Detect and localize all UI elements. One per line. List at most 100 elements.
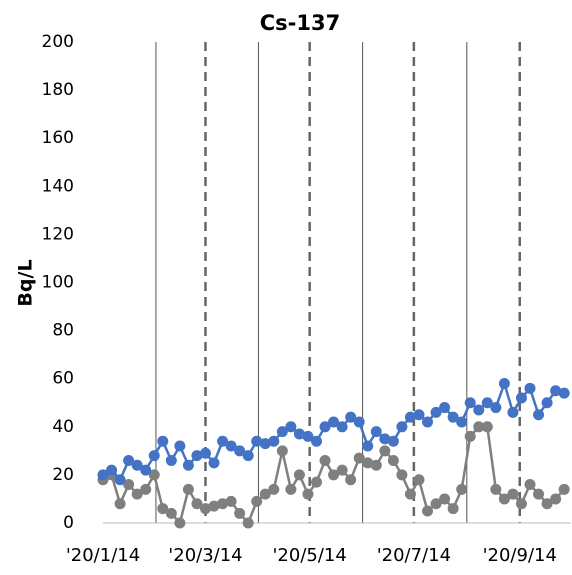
- point: [140, 483, 152, 495]
- point: [251, 435, 263, 447]
- point: [336, 464, 348, 476]
- x-tick-label: '20/9/14: [483, 545, 557, 566]
- point: [558, 387, 570, 399]
- point: [387, 454, 399, 466]
- point: [157, 503, 169, 515]
- point: [515, 392, 527, 404]
- point: [515, 498, 527, 510]
- point: [106, 464, 118, 476]
- y-tick-label: 60: [52, 369, 74, 389]
- point: [362, 457, 374, 469]
- point: [268, 483, 280, 495]
- point: [353, 416, 365, 428]
- point: [464, 430, 476, 442]
- point: [165, 507, 177, 519]
- point: [123, 479, 135, 491]
- point: [319, 454, 331, 466]
- point: [387, 435, 399, 447]
- x-tick-label: '20/1/14: [66, 545, 140, 566]
- point: [97, 469, 109, 481]
- point: [422, 505, 434, 517]
- point: [208, 500, 220, 512]
- y-tick-label: 160: [42, 128, 74, 148]
- y-axis-label: Bq/L: [15, 259, 37, 306]
- x-tick-label: '20/3/14: [168, 545, 242, 566]
- point: [182, 459, 194, 471]
- point: [507, 488, 519, 500]
- point: [319, 421, 331, 433]
- point: [473, 404, 485, 416]
- point: [550, 493, 562, 505]
- point: [182, 483, 194, 495]
- point: [242, 517, 254, 529]
- point: [370, 426, 382, 438]
- point: [490, 402, 502, 414]
- point: [524, 479, 536, 491]
- point: [345, 411, 357, 423]
- y-tick-label: 120: [42, 224, 74, 244]
- point: [268, 435, 280, 447]
- point: [550, 385, 562, 397]
- point: [430, 406, 442, 418]
- y-tick-label: 140: [42, 176, 74, 196]
- point: [199, 503, 211, 515]
- point: [174, 440, 186, 452]
- point: [199, 447, 211, 459]
- point: [174, 517, 186, 529]
- point: [541, 397, 553, 409]
- point: [439, 493, 451, 505]
- point: [148, 469, 160, 481]
- point: [302, 430, 314, 442]
- point: [225, 440, 237, 452]
- point: [353, 452, 365, 464]
- point: [234, 507, 246, 519]
- point: [276, 426, 288, 438]
- point: [379, 433, 391, 445]
- y-tick-label: 0: [63, 513, 74, 533]
- point: [473, 421, 485, 433]
- point: [285, 421, 297, 433]
- point: [498, 493, 510, 505]
- point: [191, 450, 203, 462]
- point: [311, 435, 323, 447]
- x-tick-label: '20/7/14: [377, 545, 451, 566]
- y-tick-label: 20: [52, 465, 74, 485]
- point: [413, 409, 425, 421]
- point: [507, 406, 519, 418]
- point: [362, 440, 374, 452]
- point: [217, 498, 229, 510]
- point: [293, 428, 305, 440]
- y-tick-label: 80: [52, 321, 74, 341]
- point: [447, 411, 459, 423]
- point: [558, 483, 570, 495]
- point: [370, 459, 382, 471]
- point: [259, 438, 271, 450]
- point: [123, 454, 135, 466]
- point: [242, 450, 254, 462]
- y-tick-label: 100: [42, 273, 74, 293]
- point: [447, 503, 459, 515]
- point: [439, 402, 451, 414]
- point: [131, 488, 143, 500]
- point: [225, 495, 237, 507]
- point: [413, 474, 425, 486]
- point: [234, 445, 246, 457]
- point: [328, 416, 340, 428]
- point: [345, 474, 357, 486]
- point: [498, 378, 510, 390]
- point: [481, 397, 493, 409]
- point: [259, 488, 271, 500]
- y-tick-label: 40: [52, 417, 74, 437]
- point: [336, 421, 348, 433]
- point: [456, 483, 468, 495]
- point: [251, 495, 263, 507]
- point: [114, 498, 126, 510]
- point: [490, 483, 502, 495]
- point: [302, 488, 314, 500]
- point: [276, 445, 288, 457]
- point: [191, 498, 203, 510]
- point: [404, 488, 416, 500]
- point: [165, 454, 177, 466]
- point: [541, 498, 553, 510]
